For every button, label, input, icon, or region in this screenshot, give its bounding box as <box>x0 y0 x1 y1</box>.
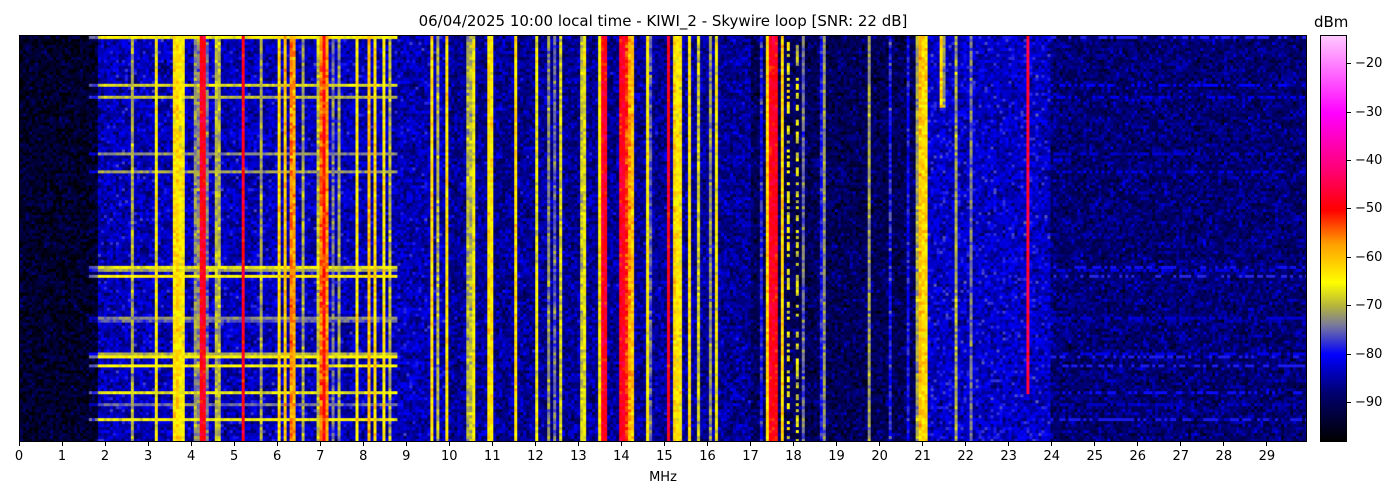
x-tick-label: 16 <box>692 442 722 464</box>
x-tick-label: 21 <box>908 442 938 464</box>
colorbar-tick-label: −50 <box>1347 201 1382 217</box>
x-tick-label: 28 <box>1209 442 1239 464</box>
x-tick-label: 3 <box>133 442 163 464</box>
x-tick-label: 23 <box>994 442 1024 464</box>
chart-title: 06/04/2025 10:00 local time - KIWI_2 - S… <box>418 12 908 30</box>
x-tick-label: 1 <box>47 442 77 464</box>
x-tick-label: 8 <box>348 442 378 464</box>
colorbar-tick-label: −60 <box>1347 250 1382 266</box>
colorbar-tick-label: −80 <box>1347 347 1382 363</box>
x-tick-label: 4 <box>176 442 206 464</box>
colorbar <box>1320 35 1347 442</box>
x-tick-label: 26 <box>1123 442 1153 464</box>
x-tick-label: 11 <box>477 442 507 464</box>
colorbar-tick-label: −70 <box>1347 298 1382 314</box>
colorbar-tick-label: −30 <box>1347 105 1382 121</box>
x-tick-label: 19 <box>822 442 852 464</box>
x-tick-label: 17 <box>736 442 766 464</box>
x-tick-label: 13 <box>563 442 593 464</box>
x-axis-label: MHz <box>649 470 677 485</box>
colorbar-tick-label: −40 <box>1347 153 1382 169</box>
x-tick-label: 10 <box>434 442 464 464</box>
colorbar-tick-label: −90 <box>1347 395 1382 411</box>
x-tick-label: 5 <box>219 442 249 464</box>
x-tick-label: 0 <box>4 442 34 464</box>
x-tick-label: 25 <box>1080 442 1110 464</box>
x-tick-label: 14 <box>606 442 636 464</box>
x-tick-label: 27 <box>1166 442 1196 464</box>
x-tick-label: 20 <box>865 442 895 464</box>
colorbar-label: dBm <box>1314 13 1349 31</box>
x-tick-label: 6 <box>262 442 292 464</box>
x-tick-label: 15 <box>649 442 679 464</box>
x-tick-label: 18 <box>779 442 809 464</box>
x-tick-label: 7 <box>305 442 335 464</box>
x-tick-label: 9 <box>391 442 421 464</box>
x-tick-label: 24 <box>1037 442 1067 464</box>
x-tick-label: 22 <box>951 442 981 464</box>
colorbar-tick-label: −20 <box>1347 56 1382 72</box>
x-tick-label: 12 <box>520 442 550 464</box>
waterfall-heatmap <box>19 35 1307 442</box>
x-tick-label: 2 <box>90 442 120 464</box>
x-tick-label: 29 <box>1252 442 1282 464</box>
